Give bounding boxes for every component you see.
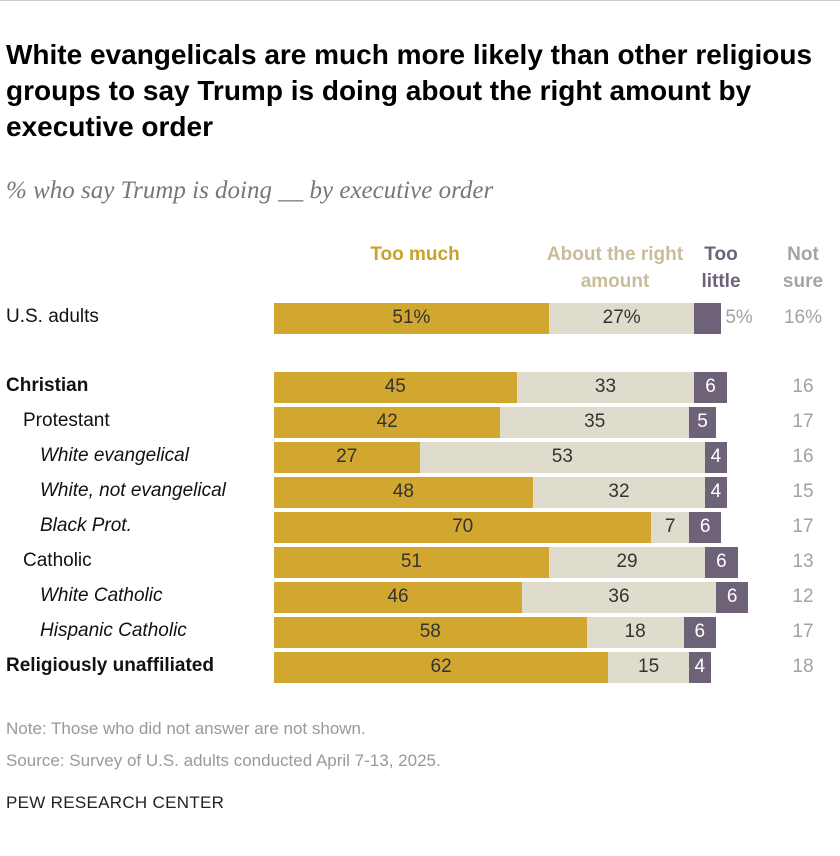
bar-segment	[274, 651, 609, 683]
value-label: 51	[400, 551, 422, 572]
bar-segment	[274, 302, 549, 334]
value-label: 13	[792, 551, 814, 572]
bar-segment	[694, 302, 722, 334]
bar-segment	[500, 406, 690, 438]
bar-segment	[274, 511, 652, 543]
note: Note: Those who did not answer are not s…	[6, 719, 366, 738]
value-label: 17	[792, 411, 814, 432]
bar-segment	[715, 581, 749, 613]
value-label: 4	[694, 656, 706, 677]
category-label: Religiously unaffiliated	[6, 655, 214, 676]
value-label: 17	[792, 516, 814, 537]
value-label: 7	[664, 516, 676, 537]
bar-segment	[274, 581, 522, 613]
bar-segment	[608, 651, 690, 683]
legend-label: Too little	[701, 244, 741, 292]
bar-segment	[689, 511, 722, 543]
bar-segment	[548, 546, 706, 578]
category-label: Black Prot.	[40, 515, 132, 536]
value-label: 29	[616, 551, 638, 572]
value-label: 16	[792, 446, 814, 467]
value-label: 32	[608, 481, 630, 502]
bar-segment	[516, 371, 695, 403]
value-label: 48	[392, 481, 414, 502]
value-label: 6	[694, 621, 706, 642]
value-label: 4	[710, 446, 722, 467]
category-label: Christian	[6, 375, 89, 396]
value-label: 36	[608, 586, 630, 607]
value-label: 45	[384, 376, 406, 397]
bar-segment	[274, 371, 517, 403]
bar-segment	[274, 406, 501, 438]
note: Source: Survey of U.S. adults conducted …	[6, 751, 441, 770]
value-label: 51%	[392, 307, 431, 328]
value-label: 35	[584, 411, 606, 432]
bar-segment	[705, 546, 738, 578]
value-label: 6	[705, 376, 716, 397]
category-label: Catholic	[23, 550, 92, 571]
bar-segment	[532, 476, 706, 508]
value-label: 17	[792, 621, 814, 642]
value-label: 6	[716, 551, 727, 572]
value-label: 6	[699, 516, 711, 537]
source: PEW RESEARCH CENTER	[6, 793, 225, 812]
value-label: 53	[551, 446, 573, 467]
category-label: Hispanic Catholic	[40, 620, 187, 641]
value-label: 62	[430, 656, 452, 677]
value-label: 42	[376, 411, 398, 432]
bar-segment	[274, 616, 587, 648]
value-label: 4	[710, 481, 722, 502]
chart-title: White evangelicals are much more likely …	[6, 39, 813, 142]
bar-segment	[705, 476, 727, 508]
category-label: Protestant	[23, 410, 110, 431]
chart-subtitle: % who say Trump is doing __ by executive…	[6, 177, 494, 204]
bar-segment	[689, 406, 716, 438]
value-label: 15	[792, 481, 814, 502]
value-label: 27%	[602, 307, 641, 328]
value-label: 5	[697, 411, 708, 432]
category-label: U.S. adults	[6, 306, 99, 327]
value-label: 6	[726, 586, 738, 607]
value-label: 27	[336, 446, 358, 467]
legend-label: Too much	[370, 244, 460, 265]
bar-segment	[548, 302, 695, 334]
bar-segment	[521, 581, 716, 613]
category-label: White evangelical	[40, 445, 189, 466]
value-label: 16%	[783, 307, 823, 328]
value-label: 12	[792, 586, 814, 607]
bar-segment	[274, 546, 549, 578]
bar-segment	[694, 371, 727, 403]
bar-segment	[586, 616, 684, 648]
value-label: 18	[792, 656, 814, 677]
bar-segment	[274, 476, 533, 508]
bar-segment	[419, 441, 706, 473]
bar-segment	[705, 441, 727, 473]
bar-segment	[651, 511, 690, 543]
bar-segment	[274, 441, 420, 473]
legend-label: Not sure	[782, 244, 824, 292]
value-label: 18	[624, 621, 646, 642]
category-label: White, not evangelical	[40, 480, 226, 501]
value-label: 58	[419, 621, 441, 642]
bar-segment	[689, 651, 711, 683]
value-label: 33	[594, 376, 617, 397]
category-label: White Catholic	[40, 585, 163, 606]
bar-segment	[683, 616, 716, 648]
value-label: 46	[387, 586, 409, 607]
value-label: 15	[638, 656, 660, 677]
value-label: 16	[792, 376, 814, 397]
value-label: 70	[452, 516, 474, 537]
value-label: 5%	[725, 307, 753, 328]
legend-label: About the right amount	[546, 244, 684, 292]
